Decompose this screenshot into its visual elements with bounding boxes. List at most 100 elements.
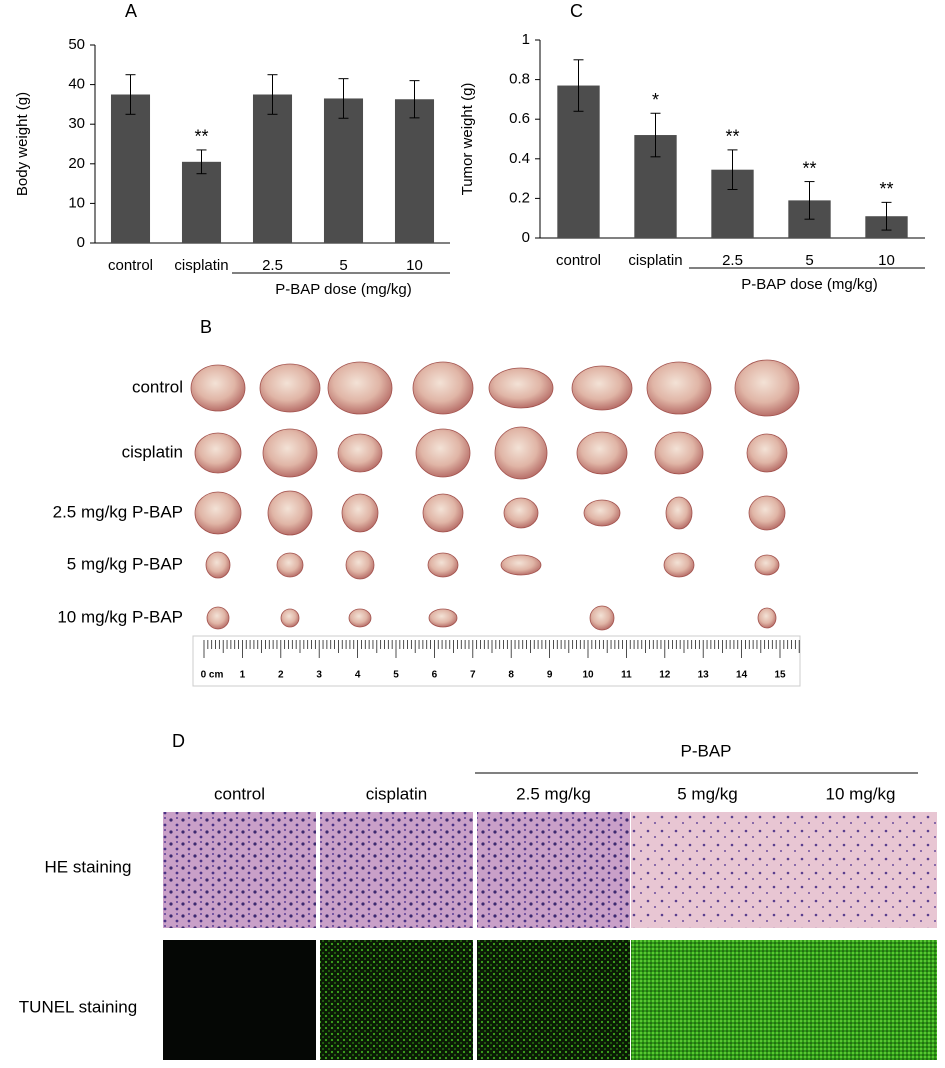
tumor xyxy=(415,428,471,478)
ruler-label: 5 xyxy=(393,670,399,681)
y-tick-label: 0 xyxy=(77,234,85,251)
row-label: TUNEL staining xyxy=(19,997,137,1016)
ruler-label: 14 xyxy=(736,670,748,681)
he-image xyxy=(163,812,316,928)
tumor xyxy=(589,605,615,631)
tumor xyxy=(734,359,800,417)
column-label: 10 mg/kg xyxy=(826,784,896,803)
tumor xyxy=(259,363,321,413)
ruler-label: 10 xyxy=(582,670,594,681)
ruler-label: 15 xyxy=(774,670,786,681)
ruler-label: 13 xyxy=(698,670,710,681)
tumor xyxy=(571,365,633,411)
tumor xyxy=(276,552,304,578)
column-label: control xyxy=(214,784,265,803)
x-tick-label: cisplatin xyxy=(628,252,682,269)
ruler-label: 0 cm xyxy=(201,670,224,681)
significance-label: ** xyxy=(725,127,739,147)
y-axis-title: Tumor weight (g) xyxy=(459,83,476,196)
x-tick-label: cisplatin xyxy=(174,257,228,274)
row-label: 2.5 mg/kg P-BAP xyxy=(53,502,183,521)
he-image xyxy=(784,812,937,928)
x-tick-label: control xyxy=(108,257,153,274)
tunel-image xyxy=(784,940,937,1060)
panel-label: C xyxy=(570,1,583,21)
x-tick-label: control xyxy=(556,252,601,269)
tumor xyxy=(190,364,246,412)
tunel-image xyxy=(631,940,784,1060)
y-tick-label: 0.8 xyxy=(509,71,530,88)
significance-label: ** xyxy=(802,158,816,178)
significance-label: ** xyxy=(194,127,208,147)
y-tick-label: 1 xyxy=(522,31,530,48)
tumor xyxy=(262,428,318,478)
tumor xyxy=(654,431,704,475)
bar xyxy=(252,94,293,243)
bar xyxy=(110,94,151,243)
tumor xyxy=(267,490,313,536)
group-label: P-BAP dose (mg/kg) xyxy=(741,276,877,293)
y-axis-title: Body weight (g) xyxy=(14,92,31,196)
y-tick-label: 20 xyxy=(68,155,85,172)
significance-label: * xyxy=(652,90,659,110)
tumor xyxy=(754,554,780,576)
tumor xyxy=(428,608,458,628)
tumor xyxy=(194,491,242,535)
column-label: 2.5 mg/kg xyxy=(516,784,591,803)
tumor xyxy=(194,432,242,474)
tumor xyxy=(422,493,464,533)
tumor xyxy=(348,608,372,628)
he-image xyxy=(477,812,630,928)
tumor xyxy=(665,496,693,530)
ruler-label: 7 xyxy=(470,670,476,681)
ruler-label: 4 xyxy=(355,670,361,681)
panel-label: A xyxy=(125,1,137,21)
tumor xyxy=(748,495,786,531)
bar xyxy=(323,98,364,244)
y-tick-label: 50 xyxy=(68,36,85,53)
row-label: control xyxy=(132,377,183,396)
tunel-image xyxy=(320,940,473,1060)
tumor xyxy=(345,550,375,580)
tunel-image xyxy=(163,940,316,1060)
group-label: P-BAP xyxy=(680,741,731,760)
y-tick-label: 30 xyxy=(68,115,85,132)
tumor xyxy=(663,552,695,578)
row-label: cisplatin xyxy=(122,442,183,461)
ruler-label: 11 xyxy=(621,670,632,681)
tumor xyxy=(488,367,554,409)
tumor xyxy=(500,554,542,576)
x-tick-label: 10 xyxy=(878,252,895,269)
x-tick-label: 10 xyxy=(406,257,423,274)
y-tick-label: 0.6 xyxy=(509,110,530,127)
tumor xyxy=(646,361,712,415)
ruler-label: 6 xyxy=(432,670,438,681)
ruler-label: 2 xyxy=(278,670,284,681)
bar xyxy=(394,99,435,243)
y-tick-label: 0 xyxy=(522,229,530,246)
row-label: 5 mg/kg P-BAP xyxy=(67,554,183,573)
tumor xyxy=(280,608,300,628)
he-image xyxy=(320,812,473,928)
tumor xyxy=(427,552,459,578)
ruler-label: 8 xyxy=(508,670,514,681)
column-label: 5 mg/kg xyxy=(677,784,737,803)
row-label: 10 mg/kg P-BAP xyxy=(57,607,183,626)
y-tick-label: 40 xyxy=(68,76,85,93)
tumor xyxy=(503,497,539,529)
bar xyxy=(181,161,222,243)
x-tick-label: 2.5 xyxy=(262,257,283,274)
y-tick-label: 0.4 xyxy=(509,150,530,167)
tumor xyxy=(337,433,383,473)
significance-label: ** xyxy=(879,179,893,199)
tumor xyxy=(583,499,621,527)
group-label: P-BAP dose (mg/kg) xyxy=(275,281,411,298)
x-tick-label: 5 xyxy=(339,257,347,274)
ruler-label: 12 xyxy=(659,670,671,681)
ruler-label: 9 xyxy=(547,670,553,681)
tumor xyxy=(757,607,777,629)
tunel-image xyxy=(477,940,630,1060)
tumor xyxy=(205,551,231,579)
tumor xyxy=(746,433,788,473)
